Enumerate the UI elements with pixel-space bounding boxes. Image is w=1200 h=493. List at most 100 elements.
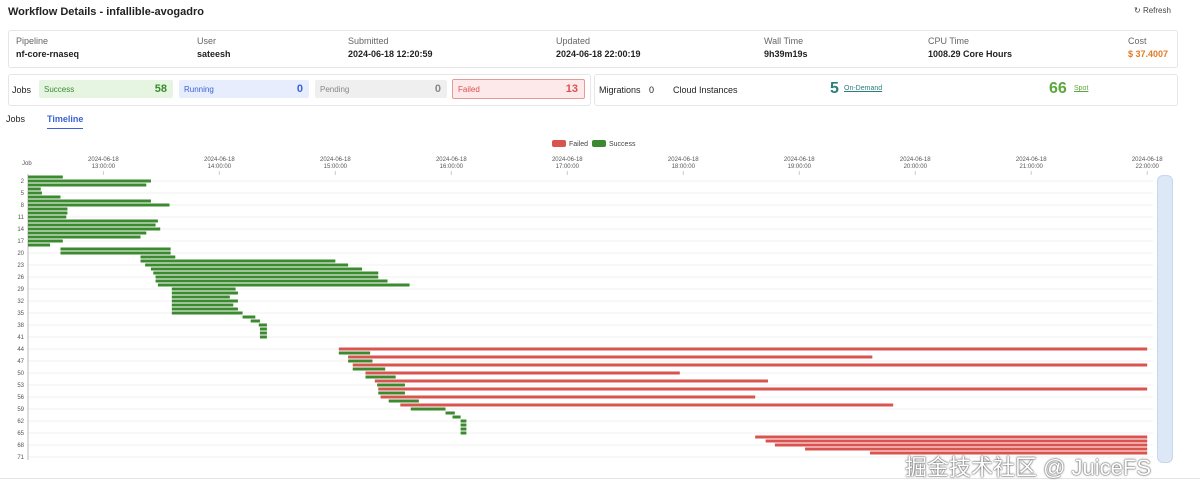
status-label: Success (44, 85, 75, 94)
y-tick-label: 44 (17, 347, 24, 353)
x-tick-label: 2024-06-18 19:00:00 (784, 157, 815, 170)
job-bar (352, 363, 1148, 367)
summary-label: Wall Time (764, 36, 804, 46)
y-tick-label: 56 (17, 395, 24, 401)
job-bar (445, 411, 455, 415)
job-bar (250, 319, 260, 323)
job-bar (28, 235, 141, 239)
job-bar (352, 367, 386, 371)
summary-label: Cost (1128, 36, 1147, 46)
success-box[interactable]: Success 58 (39, 80, 173, 98)
y-tick-label: 8 (21, 203, 25, 209)
refresh-button[interactable]: ↻ Refresh (1134, 6, 1171, 15)
y-tick-label: 62 (17, 419, 24, 425)
job-bar (28, 239, 63, 243)
refresh-label: Refresh (1142, 6, 1171, 15)
job-bar (378, 387, 1148, 391)
job-bar (171, 307, 238, 311)
job-bar (28, 223, 156, 227)
job-bar (140, 255, 176, 259)
job-bar (460, 431, 467, 435)
x-tick-label: 2024-06-18 22:00:00 (1132, 157, 1163, 170)
status-count: 0 (434, 83, 441, 95)
job-bar (765, 439, 1148, 443)
on-demand-label[interactable]: On-Demand (844, 85, 883, 92)
tab-timeline[interactable]: Timeline (47, 114, 84, 129)
job-bar (460, 423, 467, 427)
job-bar (870, 451, 1148, 455)
y-tick-label: 38 (17, 323, 24, 329)
status-label: Failed (458, 85, 480, 94)
bottom-border (0, 478, 1200, 479)
job-bar (171, 311, 243, 315)
job-bar (28, 175, 63, 179)
y-tick-label: 11 (18, 215, 25, 221)
y-tick-label: 41 (17, 335, 24, 341)
summary-value: 1008.29 Core Hours (928, 49, 1013, 59)
job-bar (157, 283, 410, 287)
job-bar (171, 287, 236, 291)
job-bar (28, 211, 68, 215)
status-count: 0 (296, 83, 303, 95)
job-bar (28, 227, 161, 231)
y-axis-label: Job (22, 161, 32, 167)
y-tick-label: 59 (17, 407, 24, 413)
job-bar (452, 415, 461, 419)
job-bar (150, 267, 363, 271)
y-tick-label: 32 (17, 299, 24, 305)
summary-label: Pipeline (16, 36, 49, 46)
instances-card: Migrations 0 Cloud Instances 5 On-Demand… (594, 74, 1178, 106)
jobs-label: Jobs (12, 85, 32, 95)
y-tick-label: 5 (21, 191, 25, 197)
x-tick-label: 2024-06-18 16:00:00 (436, 157, 467, 170)
scrollbar[interactable] (1157, 175, 1173, 463)
y-tick-label: 14 (17, 227, 24, 233)
status-count: 13 (565, 83, 578, 95)
job-bar (365, 375, 396, 379)
running-box[interactable]: Running 0 (179, 80, 309, 98)
failed-box[interactable]: Failed 13 (452, 79, 585, 99)
summary-value: 2024-06-18 12:20:59 (348, 49, 433, 59)
tab-jobs[interactable]: Jobs (6, 114, 26, 124)
y-tick-label: 17 (17, 239, 24, 245)
job-bar (460, 419, 467, 423)
job-bar (153, 271, 379, 275)
job-bar (171, 295, 230, 299)
y-tick-label: 29 (17, 287, 24, 293)
job-bar (348, 359, 373, 363)
y-tick-label: 35 (17, 311, 24, 317)
job-bar (145, 263, 349, 267)
job-bar (259, 331, 267, 335)
job-bar (259, 327, 267, 331)
x-tick-label: 2024-06-18 21:00:00 (1016, 157, 1047, 170)
job-bar (28, 191, 42, 195)
legend-swatch (552, 140, 566, 147)
job-bar (28, 199, 151, 203)
summary-value: sateesh (197, 49, 231, 59)
cloud-label: Cloud Instances (673, 85, 738, 95)
spot-label[interactable]: Spot (1074, 85, 1089, 92)
y-tick-label: 65 (17, 431, 24, 437)
job-bar (755, 435, 1148, 439)
y-tick-label: 71 (17, 455, 24, 461)
legend-label: Failed (569, 141, 588, 148)
summary-value: nf-core-rnaseq (16, 49, 80, 59)
summary-value: 9h39m19s (764, 49, 808, 59)
job-bar (28, 187, 41, 191)
migrations-label: Migrations (599, 85, 641, 95)
job-bar (28, 219, 158, 223)
y-tick-label: 2 (21, 179, 25, 185)
job-bar (378, 391, 405, 395)
x-tick-label: 2024-06-18 14:00:00 (204, 157, 235, 170)
job-bar (377, 383, 405, 387)
job-bar (400, 403, 894, 407)
job-bar (338, 351, 371, 355)
pending-box[interactable]: Pending 0 (315, 80, 447, 98)
y-tick-label: 23 (17, 263, 24, 269)
watermark: 掘金技术社区 @ JuiceFS (905, 455, 1152, 480)
y-tick-label: 50 (17, 371, 24, 377)
y-tick-label: 68 (17, 443, 24, 449)
job-bar (171, 303, 234, 307)
status-count: 58 (154, 83, 167, 95)
